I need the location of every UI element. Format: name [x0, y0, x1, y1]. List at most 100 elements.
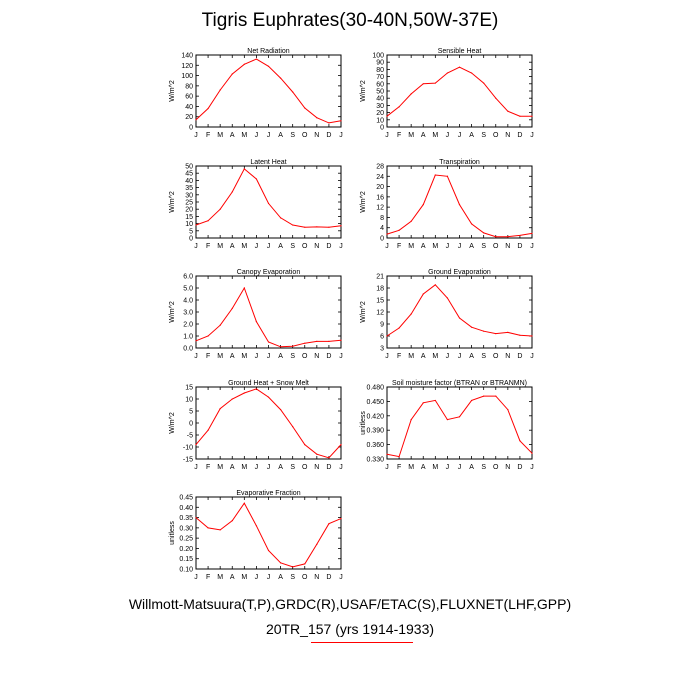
x-tick-label: D [326, 243, 331, 250]
data-point [422, 83, 424, 85]
data-point [292, 224, 294, 226]
data-point [340, 120, 342, 122]
y-tick-label: 3 [380, 346, 384, 353]
y-axis-label: W/m^2 [169, 80, 176, 102]
x-tick-label: A [469, 132, 474, 139]
series-line [386, 174, 533, 238]
y-tick-label: 0.480 [366, 385, 384, 392]
x-tick-label: J [385, 464, 389, 471]
data-point [195, 444, 197, 446]
y-tick-label: 5 [189, 409, 193, 416]
data-point [219, 324, 221, 326]
x-tick-label: A [278, 132, 283, 139]
data-point [386, 115, 388, 117]
y-tick-label: 20 [376, 110, 384, 117]
data-point [255, 525, 258, 527]
plot-frame [386, 165, 533, 239]
x-tick-label: O [493, 132, 499, 139]
y-tick-label: 0.10 [179, 567, 193, 574]
data-point [279, 217, 282, 219]
series-line [386, 284, 533, 337]
caption-underline [311, 642, 413, 643]
x-tick-label: J [530, 353, 534, 360]
x-tick-label: F [397, 243, 401, 250]
data-point [507, 331, 509, 333]
data-point [470, 326, 473, 328]
chart-title: Net Radiation [247, 48, 290, 55]
data-point [328, 457, 330, 459]
y-tick-label: 80 [376, 67, 384, 74]
x-tick-label: A [278, 353, 283, 360]
series-line [195, 286, 342, 348]
x-tick-label: S [290, 353, 295, 360]
chart-title: Transpiration [439, 159, 480, 166]
x-tick-label: N [505, 464, 510, 471]
y-tick-label: -10 [183, 445, 193, 452]
x-tick-label: S [481, 243, 486, 250]
x-tick-label: J [255, 574, 259, 581]
y-tick-label: 0.390 [366, 428, 384, 435]
x-tick-label: N [505, 243, 510, 250]
run-info-caption: 20TR_157 (yrs 1914-1933) [265, 621, 435, 637]
data-point [410, 313, 412, 315]
data-point [195, 224, 197, 226]
x-tick-label: N [314, 132, 319, 139]
y-tick-label: 0 [380, 236, 384, 243]
data-point [495, 333, 497, 335]
y-tick-label: 12 [376, 310, 384, 317]
y-tick-label: 5 [189, 228, 193, 235]
x-tick-label: S [481, 132, 486, 139]
x-tick-label: D [517, 353, 522, 360]
y-tick-label: 10 [376, 117, 384, 124]
x-tick-label: F [206, 243, 210, 250]
data-point [410, 220, 412, 222]
data-point [446, 297, 449, 299]
data-point [243, 502, 245, 504]
data-sources-caption: Willmott-Matsuura(T,P),GRDC(R),USAF/ETAC… [128, 596, 572, 612]
data-point [328, 523, 330, 525]
y-tick-label: 6.0 [183, 274, 193, 281]
data-point [410, 93, 412, 95]
y-tick-label: 5.0 [183, 286, 193, 293]
y-tick-label: 60 [185, 94, 193, 101]
data-point [207, 429, 209, 431]
y-tick-label: 10 [185, 397, 193, 404]
chart-soil-moisture-factor-btran-or-btranmn: Soil moisture factor (BTRAN or BTRANMN) J… [360, 380, 534, 471]
data-point [507, 110, 509, 112]
y-tick-label: 0.25 [179, 536, 193, 543]
x-tick-label: A [230, 132, 235, 139]
y-tick-label: 16 [376, 194, 384, 201]
data-point [231, 398, 233, 400]
data-point [219, 89, 221, 91]
x-tick-label: J [446, 132, 450, 139]
y-tick-label: 0.330 [366, 457, 384, 464]
x-tick-label: N [505, 132, 510, 139]
data-point [340, 339, 342, 341]
data-point [267, 65, 270, 67]
x-tick-label: J [194, 243, 198, 250]
data-point [470, 223, 473, 225]
y-axis-label: W/m^2 [169, 301, 176, 323]
data-point [267, 396, 270, 398]
data-point [531, 232, 533, 234]
x-tick-label: J [255, 132, 259, 139]
y-axis-label: W/m^2 [169, 412, 176, 434]
series-line [195, 58, 342, 124]
chart-title: Sensible Heat [438, 48, 482, 55]
x-tick-label: J [267, 132, 271, 139]
x-tick-label: D [326, 464, 331, 471]
x-tick-label: A [469, 243, 474, 250]
data-point [255, 388, 258, 390]
x-tick-label: J [339, 464, 343, 471]
data-point [446, 419, 449, 421]
data-point [507, 236, 509, 238]
data-point [495, 97, 497, 99]
data-point [219, 529, 221, 531]
x-tick-label: S [290, 243, 295, 250]
y-tick-label: 18 [376, 286, 384, 293]
y-tick-label: 0.40 [179, 505, 193, 512]
y-tick-label: 70 [376, 74, 384, 81]
data-point [531, 115, 533, 117]
